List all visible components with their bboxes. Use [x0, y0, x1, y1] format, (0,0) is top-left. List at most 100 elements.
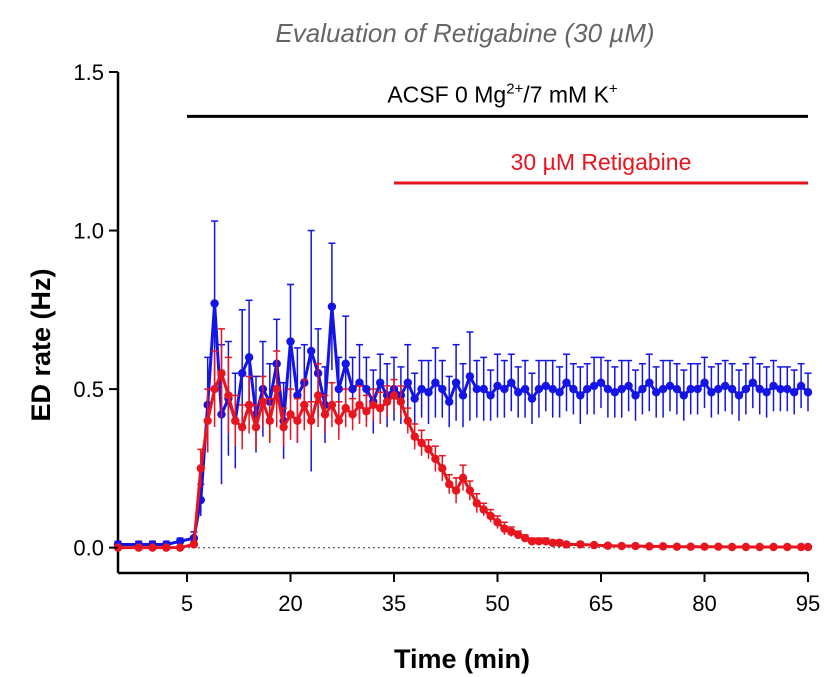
data-point-retigabine: [307, 416, 316, 425]
data-point-control: [741, 384, 751, 394]
data-point-control: [520, 384, 530, 394]
data-point-retigabine: [231, 416, 240, 425]
data-point-retigabine: [293, 416, 302, 425]
data-point-control: [803, 388, 813, 397]
data-point-retigabine: [686, 542, 695, 551]
data-point-control: [583, 384, 592, 394]
data-point-retigabine: [300, 400, 309, 410]
data-point-control: [748, 378, 757, 387]
y-ticks: 0.0 0.5 1.0 1.5: [73, 60, 118, 561]
data-point-control: [727, 384, 737, 394]
data-point-retigabine: [217, 369, 226, 378]
x-axis-label: Time (min): [394, 644, 530, 674]
data-point-retigabine: [493, 518, 502, 527]
data-point-retigabine: [645, 542, 654, 551]
data-point-control: [355, 378, 364, 387]
data-point-control: [721, 381, 730, 391]
axes: [116, 72, 808, 575]
data-point-retigabine: [341, 403, 350, 413]
data-point-control: [624, 381, 633, 391]
x-tick-label: 95: [796, 591, 820, 616]
data-point-retigabine: [224, 391, 233, 400]
data-point-retigabine: [727, 542, 737, 552]
data-point-control: [769, 381, 778, 391]
data-point-retigabine: [472, 499, 481, 508]
data-point-retigabine: [527, 537, 537, 546]
data-point-control: [438, 384, 447, 394]
data-point-retigabine: [548, 538, 557, 548]
annotations: ACSF 0 Mg2+/7 mM K+ 30 µM Retigabine: [187, 80, 808, 185]
chart-title: Evaluation of Retigabine (30 µM): [275, 18, 654, 48]
data-point-retigabine: [672, 542, 682, 551]
retigabine-label: 30 µM Retigabine: [511, 149, 692, 175]
data-point-retigabine: [369, 400, 378, 410]
data-point-retigabine: [196, 464, 205, 473]
data-point-retigabine: [189, 540, 199, 549]
data-point-retigabine: [486, 511, 495, 521]
data-point-retigabine: [244, 400, 254, 410]
data-point-retigabine: [162, 543, 171, 552]
data-point-retigabine: [603, 541, 613, 550]
data-point-control: [686, 384, 695, 394]
x-tick-label: 65: [589, 591, 613, 616]
data-point-retigabine: [313, 391, 323, 400]
data-point-control: [796, 381, 806, 391]
data-point-retigabine: [479, 505, 488, 514]
x-tick-label: 35: [382, 591, 406, 616]
data-point-control: [714, 384, 723, 394]
data-point-retigabine: [334, 416, 343, 425]
data-point-retigabine: [507, 527, 516, 536]
data-point-retigabine: [410, 432, 419, 441]
data-point-control: [596, 378, 606, 387]
data-point-control: [286, 337, 295, 346]
acsf-text-3: /7 mM K: [523, 81, 609, 107]
data-point-retigabine: [451, 486, 461, 495]
data-point-control: [707, 388, 716, 397]
x-tick-label: 20: [278, 591, 302, 616]
data-point-retigabine: [769, 542, 778, 552]
data-point-control: [638, 384, 647, 394]
y-tick-label: 1.5: [73, 60, 104, 85]
data-point-control: [514, 388, 523, 397]
data-point-retigabine: [803, 542, 813, 552]
data-point-retigabine: [424, 445, 433, 454]
data-point-control: [210, 299, 219, 308]
data-point-control: [465, 372, 475, 381]
data-point-retigabine: [327, 400, 337, 410]
series-control: [113, 220, 813, 549]
data-point-control: [334, 384, 343, 394]
acsf-text-2: 2+: [506, 80, 523, 97]
data-point-control: [527, 394, 537, 403]
x-ticks: 5 20 35 50 65 80 95: [181, 573, 820, 616]
data-point-control: [403, 378, 412, 387]
data-point-retigabine: [500, 524, 509, 533]
data-point-control: [307, 346, 316, 356]
data-point-retigabine: [148, 543, 157, 552]
data-point-control: [410, 394, 419, 403]
data-point-retigabine: [458, 473, 468, 483]
data-point-control: [672, 384, 682, 394]
data-point-control: [493, 381, 502, 391]
data-point-control: [548, 384, 557, 394]
data-point-retigabine: [210, 384, 219, 394]
data-point-retigabine: [286, 410, 295, 419]
data-point-control: [541, 381, 550, 391]
data-point-control: [458, 391, 468, 400]
data-point-control: [645, 378, 654, 387]
data-point-control: [479, 384, 488, 394]
plot-area: [113, 220, 813, 552]
data-point-retigabine: [396, 397, 406, 406]
data-point-retigabine: [617, 541, 626, 551]
data-point-retigabine: [576, 540, 585, 549]
data-point-control: [472, 384, 481, 394]
data-point-control: [631, 391, 640, 400]
data-point-retigabine: [320, 410, 330, 419]
data-point-control: [783, 384, 792, 394]
data-point-retigabine: [279, 422, 288, 432]
data-point-control: [244, 353, 254, 362]
data-point-retigabine: [355, 400, 364, 410]
data-point-control: [617, 384, 626, 394]
data-point-control: [445, 397, 454, 406]
data-point-control: [665, 381, 675, 391]
data-point-retigabine: [382, 397, 392, 406]
